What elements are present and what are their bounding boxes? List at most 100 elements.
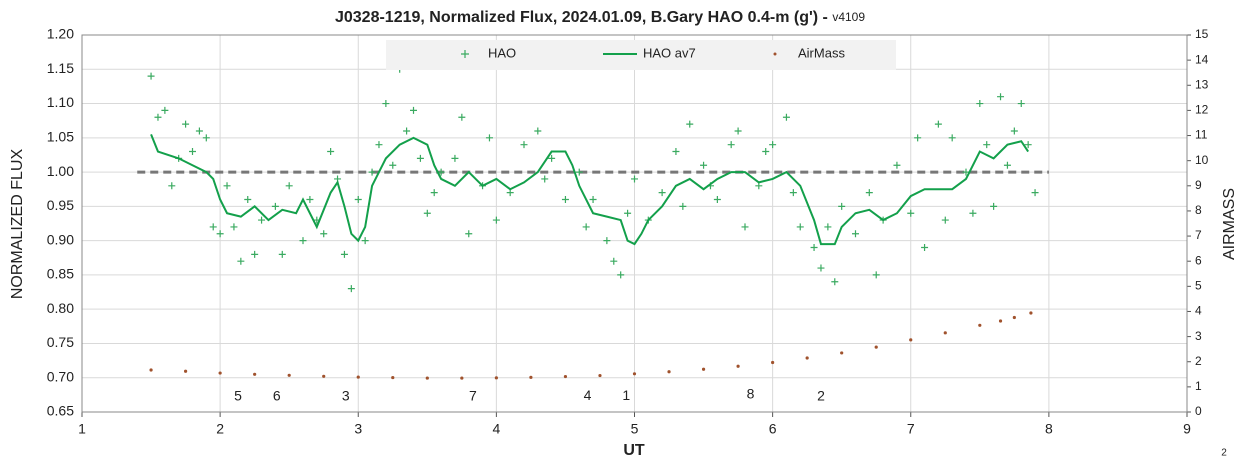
- y2-axis-label: AIRMASS: [1221, 188, 1238, 260]
- data-point: [520, 141, 528, 149]
- data-point: [154, 113, 162, 121]
- data-point: [182, 120, 190, 128]
- plot-frame: [81, 34, 1188, 413]
- data-point: [983, 141, 991, 149]
- data-point: [997, 93, 1005, 101]
- data-point: [582, 223, 590, 231]
- data-point: [389, 161, 397, 169]
- airmass-point: [1012, 315, 1016, 320]
- y2-tick-label: 8: [1195, 203, 1202, 217]
- title-text: J0328-1219, Normalized Flux, 2024.01.09,…: [335, 9, 828, 26]
- airmass-point: [943, 331, 947, 335]
- chart-title: J0328-1219, Normalized Flux, 2024.01.09,…: [335, 9, 865, 26]
- y-tick-label: 0.80: [47, 300, 74, 316]
- data-point: [941, 216, 949, 224]
- y-tick-label: 0.70: [47, 368, 74, 384]
- data-point: [852, 230, 859, 238]
- data-point: [299, 237, 307, 245]
- annotation: 6: [273, 388, 281, 404]
- y2-tick-label: 6: [1195, 253, 1202, 267]
- data-point: [976, 100, 984, 108]
- data-point: [948, 134, 956, 142]
- x-tick-label: 2: [216, 421, 224, 437]
- data-point: [437, 168, 445, 176]
- data-point: [195, 127, 203, 135]
- airmass-point: [460, 376, 464, 380]
- airmass-point: [736, 364, 740, 368]
- data-point: [734, 127, 742, 135]
- data-point: [416, 154, 424, 162]
- y-tick-label: 0.90: [47, 231, 74, 247]
- data-point: [617, 271, 625, 279]
- data-point: [244, 196, 252, 204]
- annotation: 7: [469, 388, 477, 404]
- data-point: [147, 72, 155, 80]
- airmass-point: [805, 356, 809, 360]
- x-tick-label: 6: [769, 421, 777, 437]
- data-point: [430, 189, 438, 197]
- data-point: [320, 230, 328, 238]
- airmass-point: [909, 338, 913, 342]
- data-point: [237, 257, 245, 265]
- y-tick-label: 0.65: [47, 403, 74, 419]
- x-tick-label: 9: [1183, 421, 1191, 437]
- y2-tick-label: 0: [1195, 404, 1202, 418]
- legend-symbol: [773, 52, 777, 56]
- y-tick-label: 0.95: [47, 197, 74, 213]
- airmass-point: [149, 368, 153, 372]
- data-point: [251, 250, 259, 258]
- data-point: [907, 209, 915, 217]
- data-point: [361, 237, 369, 245]
- data-point: [368, 168, 376, 176]
- data-point: [624, 209, 632, 217]
- data-point: [1003, 161, 1011, 169]
- data-point: [990, 202, 998, 210]
- airmass-point: [218, 371, 222, 375]
- airmass-point: [667, 370, 671, 374]
- y2-tick-label: 2: [1195, 354, 1202, 368]
- data-point: [727, 141, 735, 149]
- data-point: [631, 175, 638, 183]
- airmass-point: [598, 373, 602, 378]
- airmass-point: [322, 374, 326, 378]
- version-text: v4109: [832, 10, 865, 24]
- data-point: [914, 134, 922, 142]
- x-tick-label: 7: [907, 421, 915, 437]
- y2-tick-label: 13: [1195, 77, 1209, 91]
- data-point: [209, 223, 217, 231]
- data-point: [347, 285, 355, 293]
- data-point: [824, 223, 832, 231]
- data-point: [285, 182, 293, 190]
- x-tick-label: 1: [78, 421, 86, 437]
- data-point: [872, 271, 880, 279]
- x-tick-label: 8: [1045, 421, 1053, 437]
- data-point: [810, 243, 818, 251]
- y2-tick-label: 4: [1195, 304, 1202, 318]
- annotation: 8: [747, 386, 755, 402]
- data-point: [700, 161, 708, 169]
- airmass-point: [840, 351, 844, 355]
- data-point: [548, 154, 556, 162]
- data-point: [969, 209, 977, 217]
- airmass-point: [494, 376, 498, 380]
- data-point: [1010, 127, 1018, 135]
- airmass-point: [978, 323, 982, 327]
- y-tick-label: 0.75: [47, 334, 74, 350]
- data-point: [561, 196, 569, 204]
- data-point: [382, 100, 390, 108]
- airmass-point: [253, 372, 257, 376]
- data-line: [150, 134, 1029, 246]
- data-point: [485, 134, 493, 142]
- data-point: [458, 113, 466, 121]
- data-point: [962, 168, 970, 176]
- y-tick-label: 1.10: [47, 94, 74, 110]
- data-point: [1017, 100, 1025, 108]
- data-point: [672, 148, 680, 156]
- airmass-point: [356, 375, 360, 379]
- data-point: [230, 223, 238, 231]
- y-tick-label: 1.00: [47, 163, 74, 179]
- y2-tick-label: 14: [1195, 52, 1209, 66]
- airmass-point: [287, 373, 291, 377]
- data-point: [589, 196, 597, 204]
- x-tick-label: 4: [492, 421, 500, 437]
